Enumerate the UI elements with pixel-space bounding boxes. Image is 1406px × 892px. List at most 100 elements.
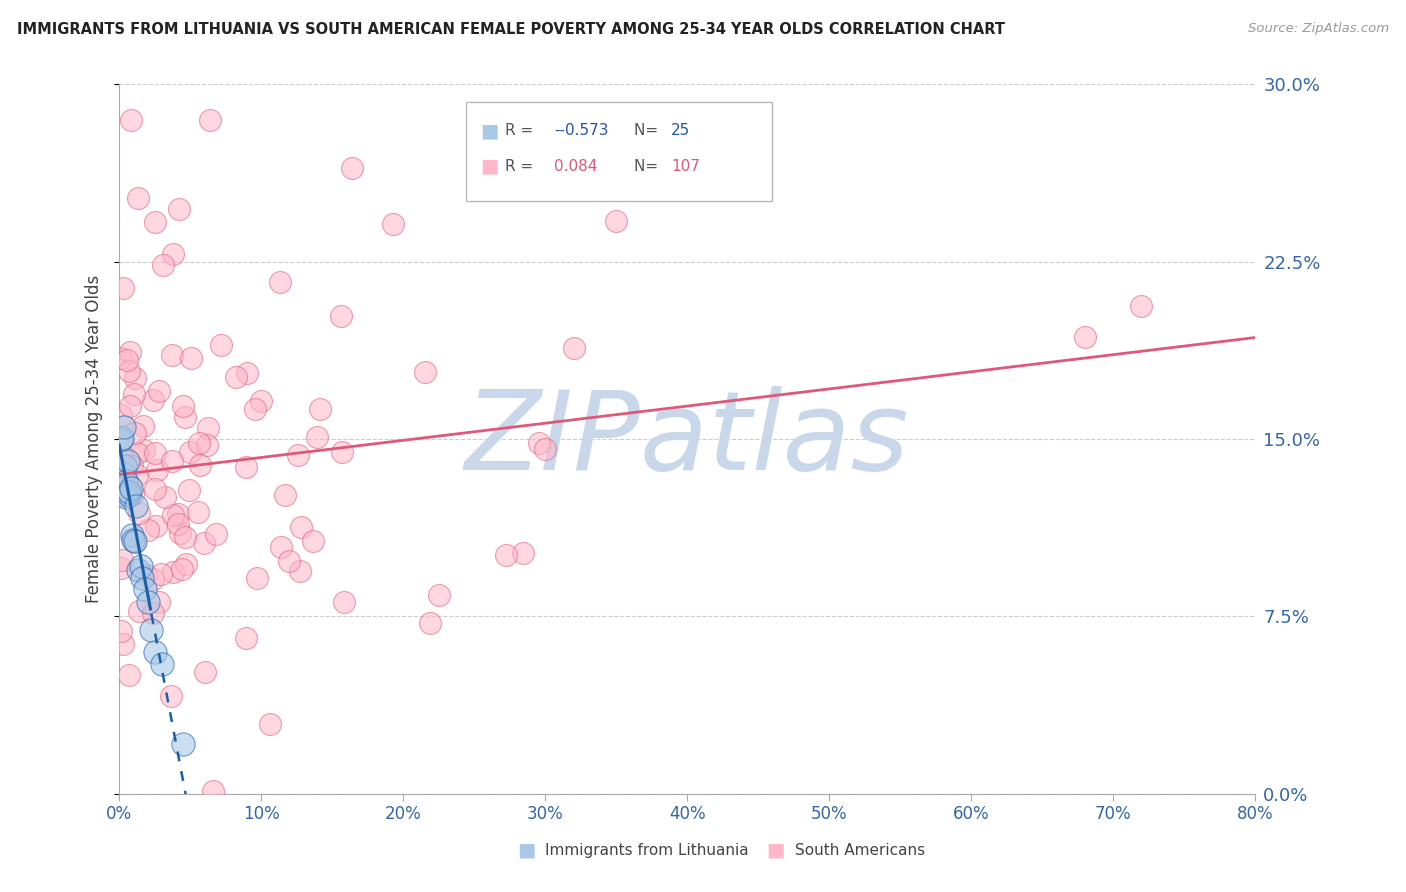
Point: [155, 490, 177, 504]
Point: [129, 558, 152, 573]
Point: [332, 594, 354, 608]
Text: N=: N=: [634, 123, 662, 138]
Point: [110, 561, 132, 575]
Point: [124, 387, 146, 401]
Point: [270, 540, 292, 554]
Point: [115, 490, 138, 504]
Point: [197, 421, 219, 435]
Text: R =: R =: [505, 159, 538, 174]
Point: [269, 275, 291, 289]
Point: [201, 784, 224, 798]
Point: [139, 623, 162, 637]
Text: Immigrants from Lithuania: Immigrants from Lithuania: [546, 843, 749, 858]
Point: [110, 351, 132, 365]
Point: [110, 446, 132, 460]
Point: [118, 485, 141, 500]
Point: [172, 399, 194, 413]
Point: [180, 351, 202, 365]
Point: [340, 161, 363, 175]
Point: [277, 554, 299, 568]
Point: [1073, 330, 1095, 344]
Point: [187, 505, 209, 519]
Point: [172, 737, 194, 751]
Point: [115, 353, 138, 368]
Point: [235, 459, 257, 474]
Point: [110, 624, 132, 639]
Point: [529, 436, 551, 450]
Point: [121, 527, 143, 541]
Point: [122, 533, 145, 548]
Point: [143, 482, 166, 496]
Point: [290, 565, 312, 579]
Point: [125, 500, 148, 514]
Point: [236, 366, 259, 380]
Point: [145, 518, 167, 533]
Point: [120, 112, 142, 127]
Point: [131, 571, 153, 585]
Point: [172, 561, 194, 575]
Point: [167, 202, 190, 216]
Point: [162, 348, 184, 362]
Point: [118, 667, 141, 681]
Point: [124, 426, 146, 441]
Text: 107: 107: [671, 159, 700, 174]
Point: [114, 488, 136, 502]
Point: [160, 690, 183, 704]
Point: [120, 478, 142, 492]
Point: [290, 519, 312, 533]
Point: [193, 536, 215, 550]
Point: [235, 631, 257, 645]
Text: 25: 25: [671, 123, 690, 138]
Point: [512, 546, 534, 560]
Point: [162, 566, 184, 580]
Point: [127, 191, 149, 205]
Point: [132, 442, 155, 457]
Point: [302, 533, 325, 548]
Point: [125, 467, 148, 482]
Point: [112, 467, 135, 481]
Point: [111, 553, 134, 567]
Text: Source: ZipAtlas.com: Source: ZipAtlas.com: [1249, 22, 1389, 36]
Point: [250, 393, 273, 408]
Point: [143, 645, 166, 659]
Point: [169, 526, 191, 541]
Text: --0.573: --0.573: [554, 123, 609, 138]
Point: [134, 582, 156, 596]
Point: [136, 524, 159, 538]
Point: [413, 365, 436, 379]
Text: ■: ■: [766, 841, 785, 860]
Point: [382, 217, 405, 231]
Text: ZIPatlas: ZIPatlas: [465, 385, 910, 492]
Text: IMMIGRANTS FROM LITHUANIA VS SOUTH AMERICAN FEMALE POVERTY AMONG 25-34 YEAR OLDS: IMMIGRANTS FROM LITHUANIA VS SOUTH AMERI…: [17, 22, 1005, 37]
Point: [127, 445, 149, 459]
Point: [120, 481, 142, 495]
Text: South Americans: South Americans: [794, 843, 925, 858]
Point: [124, 533, 146, 548]
Point: [419, 615, 441, 630]
Point: [111, 281, 134, 295]
Point: [259, 717, 281, 731]
Point: [179, 445, 201, 459]
Point: [143, 446, 166, 460]
Point: [160, 454, 183, 468]
Point: [162, 247, 184, 261]
Point: [205, 527, 228, 541]
Point: [427, 588, 450, 602]
Point: [274, 488, 297, 502]
Point: [166, 507, 188, 521]
Y-axis label: Female Poverty Among 25-34 Year Olds: Female Poverty Among 25-34 Year Olds: [86, 275, 103, 603]
Text: N=: N=: [634, 159, 662, 174]
Point: [150, 566, 173, 581]
Point: [117, 454, 139, 468]
Point: [115, 474, 138, 488]
Point: [167, 517, 190, 532]
Point: [174, 557, 197, 571]
Point: [110, 433, 132, 447]
Point: [209, 338, 232, 352]
Text: R =: R =: [505, 123, 538, 138]
Point: [121, 459, 143, 474]
Point: [117, 486, 139, 500]
Point: [150, 657, 173, 671]
Point: [112, 419, 135, 434]
Point: [142, 572, 165, 586]
